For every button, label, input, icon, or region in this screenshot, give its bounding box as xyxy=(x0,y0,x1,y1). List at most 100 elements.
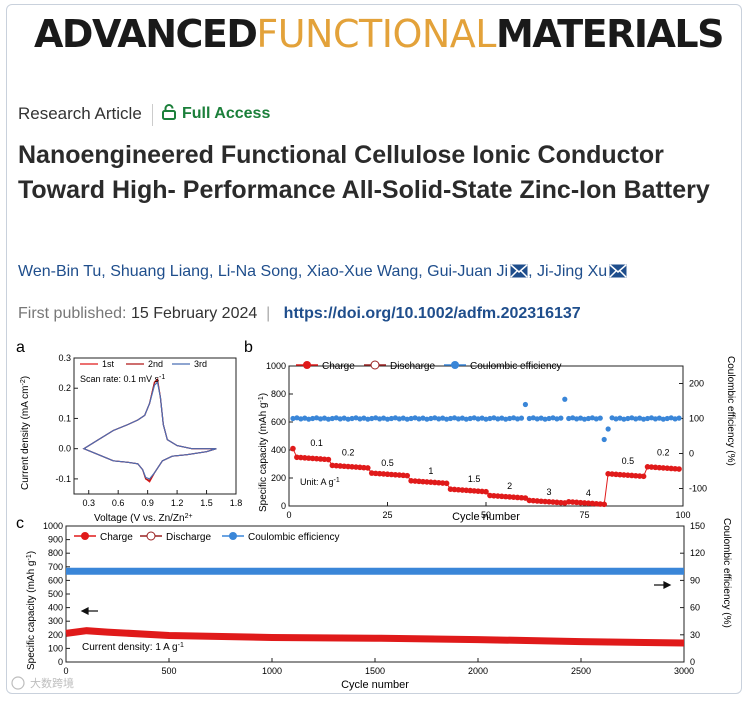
b-xtick-label: 25 xyxy=(382,510,392,520)
ce-point xyxy=(380,415,387,421)
author-link[interactable]: Xiao-Xue Wang xyxy=(306,263,419,280)
y2-axis-label-b: Coulombic efficiency (%) xyxy=(725,356,736,466)
cv-curve-1st xyxy=(82,377,217,483)
ce-point xyxy=(369,415,375,422)
ce-point xyxy=(298,416,304,422)
article-card xyxy=(6,4,742,694)
article-title: Nanoengineered Functional Cellulose Ioni… xyxy=(18,141,710,204)
ce-point xyxy=(621,416,627,422)
b-ytick-label: 400 xyxy=(271,445,286,455)
legend-discharge: Discharge xyxy=(390,361,435,372)
email-icon[interactable] xyxy=(510,264,528,278)
b-ytick-label: 600 xyxy=(271,417,286,427)
capacity-points-b xyxy=(290,445,682,508)
legend-3rd: 3rd xyxy=(194,359,207,369)
c-y2tick-label: 30 xyxy=(690,630,700,640)
doi-link[interactable]: https://doi.org/10.1002/adfm.202316137 xyxy=(283,305,581,322)
annotation-scan-rate: Scan rate: 0.1 mV s-1 xyxy=(80,374,165,384)
ce-point xyxy=(353,415,359,421)
author-link[interactable]: Li-Na Song xyxy=(217,263,298,280)
author-link[interactable]: Ji-Jing Xu xyxy=(536,263,608,280)
panel-a: a -0.1 0.0 0.1 0.2 0.3 0.3 0.6 0.9 1.2 1.5 1.8 1s… xyxy=(16,339,242,524)
ce-point xyxy=(593,416,599,422)
ce-point xyxy=(542,416,548,422)
email-icon[interactable] xyxy=(609,264,627,278)
ce-point xyxy=(644,415,651,422)
c-y2tick-label: 150 xyxy=(690,521,705,531)
ce-point xyxy=(357,416,363,422)
a-ytick-label: -0.1 xyxy=(55,474,71,484)
legend-a: 1st 2nd 3rd xyxy=(80,359,207,369)
panel-label-c: c xyxy=(16,515,24,532)
c-ytick-label: 1000 xyxy=(43,521,63,531)
ce-point xyxy=(641,416,647,422)
separator: | xyxy=(261,305,280,322)
a-ytick-label: 0.3 xyxy=(58,353,71,363)
ce-point xyxy=(444,416,450,422)
y-ticks-b: 0 200 400 600 800 1000 xyxy=(266,361,293,511)
ce-point xyxy=(317,416,324,422)
author-list: Wen-Bin Tu, Shuang Liang, Li-Na Song, Xi… xyxy=(18,263,627,281)
ce-point xyxy=(554,416,560,422)
ce-point xyxy=(341,415,347,421)
a-xtick-label: 0.9 xyxy=(141,498,154,508)
ce-point xyxy=(467,415,473,422)
ce-point xyxy=(436,416,442,422)
c-xtick-label: 1500 xyxy=(365,666,385,676)
c-y2tick-label: 90 xyxy=(690,575,700,585)
x-axis-label-c: Cycle number xyxy=(341,679,409,691)
arrow-left-icon xyxy=(80,607,98,615)
ce-point xyxy=(558,415,564,421)
legend-charge: Charge xyxy=(322,361,355,372)
ce-point xyxy=(313,415,320,421)
b-xtick-label: 50 xyxy=(481,510,491,520)
annotation-current-density: Current density: 1 A g-1 xyxy=(82,642,184,653)
ce-point xyxy=(337,416,343,422)
capacity-band-c xyxy=(65,627,685,647)
legend-marker-ce-c xyxy=(229,532,237,540)
rate-label: 1 xyxy=(428,466,433,476)
b-y2tick-label: -100 xyxy=(689,484,707,494)
c-y2tick-label: 60 xyxy=(690,603,700,613)
ce-point xyxy=(459,415,465,421)
ce-point xyxy=(605,426,611,432)
ce-point xyxy=(656,415,662,421)
ce-point xyxy=(534,416,540,422)
article-type: Research Article xyxy=(18,104,142,123)
author-link[interactable]: Shuang Liang xyxy=(110,263,209,280)
c-xtick-label: 1000 xyxy=(262,666,282,676)
y2-ticks-c: 0 30 60 90 120 150 xyxy=(680,521,705,667)
ce-point xyxy=(522,401,529,408)
x-axis-label-a: Voltage (V vs. Zn/Zn2+ xyxy=(94,513,193,524)
c-y2tick-label: 0 xyxy=(690,657,695,667)
legend-marker-discharge-c xyxy=(146,531,156,541)
author-link[interactable]: Gui-Juan Ji xyxy=(427,263,509,280)
ce-points-b xyxy=(290,396,682,443)
b-ytick-label: 1000 xyxy=(266,361,286,371)
ce-point xyxy=(601,436,607,443)
y-ticks-c: 0 100 200 300 400 500 600 700 800 900 1000 xyxy=(43,521,70,667)
b-ytick-label: 0 xyxy=(281,501,286,511)
legend-1st: 1st xyxy=(102,359,115,369)
ce-point xyxy=(321,415,328,421)
y-axis-label-c: Specific capacity (mAh g-1) xyxy=(26,551,37,670)
plot-frame-a xyxy=(73,357,237,495)
ce-point xyxy=(629,415,635,421)
ce-point xyxy=(609,415,615,421)
c-ytick-label: 400 xyxy=(48,603,63,613)
ce-point xyxy=(440,415,446,421)
rate-label: 0.5 xyxy=(381,458,394,468)
ce-point xyxy=(471,415,477,421)
ce-point xyxy=(550,415,556,421)
author-link[interactable]: Wen-Bin Tu xyxy=(18,263,102,280)
ce-point xyxy=(447,415,454,422)
legend-discharge-c: Discharge xyxy=(166,532,211,543)
journal-masthead[interactable]: ADVANCEDFUNCTIONALMATERIALS xyxy=(34,10,725,58)
ce-point xyxy=(617,415,623,421)
divider xyxy=(152,104,153,126)
rate-label: 0.5 xyxy=(622,456,635,466)
c-ytick-label: 800 xyxy=(48,548,63,558)
watermark-logo-icon xyxy=(11,676,25,690)
ce-point xyxy=(365,416,371,422)
ce-point xyxy=(388,415,395,422)
